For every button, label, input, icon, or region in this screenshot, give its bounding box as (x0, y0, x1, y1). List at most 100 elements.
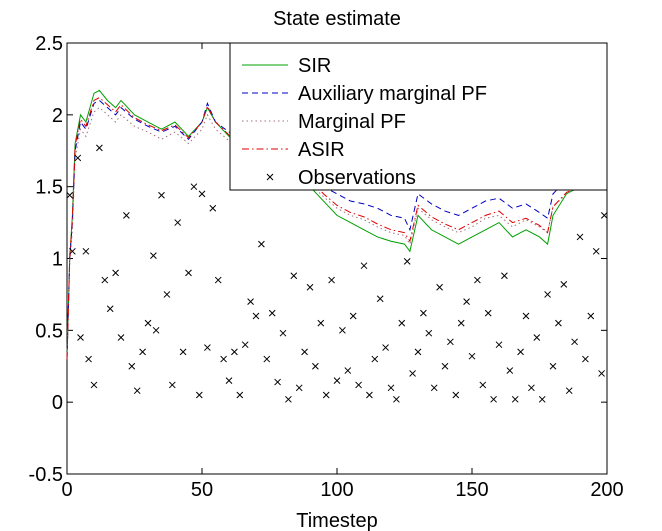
observation-marker (506, 367, 514, 374)
observation-marker (69, 247, 76, 255)
observation-marker (96, 144, 103, 152)
x-tick-label: 100 (320, 479, 353, 501)
observation-marker (150, 252, 157, 259)
observation-marker (312, 362, 319, 370)
y-tick-label: 0 (52, 392, 63, 414)
observation-marker (220, 355, 227, 363)
observation-marker (82, 247, 90, 255)
observation-marker (209, 204, 217, 212)
observation-marker (592, 247, 600, 255)
observation-marker (457, 319, 465, 327)
y-tick-label: 2 (52, 105, 63, 127)
observation-marker (179, 348, 187, 356)
observation-marker (452, 391, 460, 399)
x-tick-label: 0 (61, 479, 72, 501)
observation-marker (403, 258, 411, 265)
observation-marker (77, 334, 84, 341)
observation-marker (360, 262, 368, 270)
observation-marker (468, 352, 476, 360)
observation-marker (463, 298, 470, 305)
observation-marker (430, 384, 438, 392)
observation-marker (322, 391, 330, 399)
observation-marker (333, 377, 341, 384)
observation-marker (190, 183, 198, 191)
observation-marker (139, 348, 146, 356)
legend-label: Auxiliary marginal PF (298, 83, 487, 105)
observation-marker (195, 391, 203, 399)
observation-marker (398, 319, 406, 327)
observation-marker (128, 362, 136, 370)
observation-marker (484, 309, 492, 317)
observation-marker (241, 341, 249, 349)
observation-marker (382, 344, 389, 351)
observation-marker (576, 233, 584, 241)
observation-marker (517, 348, 524, 356)
observation-marker (544, 291, 551, 298)
observation-marker (123, 212, 130, 219)
legend-marker (266, 173, 274, 181)
observation-marker (425, 329, 433, 337)
observation-marker (600, 212, 608, 219)
y-tick-label: 1.5 (35, 177, 63, 199)
observation-marker (490, 395, 497, 403)
observation-marker (447, 338, 454, 346)
legend-label: SIR (298, 55, 331, 77)
observation-marker (174, 219, 182, 226)
observation-marker (339, 326, 346, 334)
observation-marker (495, 341, 503, 349)
observation-marker (106, 305, 114, 313)
observation-marker (204, 344, 211, 351)
observation-marker (133, 387, 141, 395)
observation-marker (328, 276, 335, 284)
observation-marker (101, 276, 109, 284)
observation-marker (285, 395, 292, 403)
observation-marker (436, 283, 443, 291)
observation-marker (295, 384, 303, 392)
observation-marker (158, 191, 165, 199)
chart-title: State estimate (273, 8, 401, 30)
observation-marker (231, 348, 238, 356)
y-tick-label: -0.5 (29, 464, 63, 486)
observation-marker (117, 334, 125, 341)
observation-marker (414, 348, 422, 356)
series-line (66, 96, 608, 360)
observation-marker (66, 191, 74, 199)
observation-marker (144, 319, 152, 327)
observation-marker (185, 269, 192, 277)
observation-marker (571, 338, 578, 346)
observation-marker (225, 377, 233, 384)
observation-marker (479, 381, 487, 389)
observation-marker (376, 295, 384, 303)
observation-marker (90, 381, 98, 389)
y-tick-label: 1 (52, 249, 63, 271)
x-tick-label: 150 (455, 479, 488, 501)
observation-marker (274, 378, 281, 386)
observation-marker (420, 309, 427, 317)
observation-marker (258, 240, 265, 248)
observation-marker (409, 370, 416, 377)
observation-marker (317, 319, 325, 327)
observation-marker (349, 312, 357, 320)
observation-marker (371, 355, 379, 363)
observation-marker (533, 334, 541, 341)
y-tick-label: 0.5 (35, 320, 63, 342)
observation-marker (511, 395, 519, 403)
series-line (66, 99, 608, 360)
observation-marker (598, 370, 605, 377)
observation-marker (290, 272, 298, 280)
observation-marker (306, 283, 314, 291)
observation-marker (152, 326, 160, 334)
observation-marker (387, 384, 395, 392)
observation-marker (555, 319, 562, 327)
observation-marker (263, 355, 271, 363)
legend-label: ASIR (298, 139, 345, 161)
observation-marker (393, 395, 400, 403)
y-tick-label: 2.5 (35, 33, 63, 55)
legend-label: Observations (298, 167, 416, 189)
observation-marker (112, 269, 119, 277)
observation-marker (198, 190, 206, 198)
legend-label: Marginal PF (298, 111, 406, 133)
observation-marker (168, 381, 176, 389)
observation-marker (344, 367, 352, 374)
